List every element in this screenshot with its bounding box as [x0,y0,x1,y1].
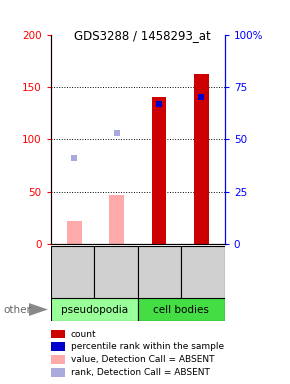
Text: percentile rank within the sample: percentile rank within the sample [71,342,224,351]
Text: count: count [71,329,96,339]
Bar [152,98,166,244]
Bar [51,368,65,377]
Bar [94,246,138,298]
Bar [51,342,65,351]
Bar [181,246,225,298]
Text: cell bodies: cell bodies [153,305,209,314]
Bar [51,246,94,298]
Text: GDS3288 / 1458293_at: GDS3288 / 1458293_at [74,29,211,42]
Bar [109,195,124,244]
Bar [194,74,209,244]
Bar [51,298,138,321]
Text: pseudopodia: pseudopodia [61,305,128,314]
Bar [51,329,65,338]
Text: other: other [3,305,31,314]
Text: value, Detection Call = ABSENT: value, Detection Call = ABSENT [71,355,214,364]
Bar [51,355,65,364]
Text: rank, Detection Call = ABSENT: rank, Detection Call = ABSENT [71,368,210,377]
Polygon shape [29,303,48,316]
Bar [138,298,225,321]
Bar [138,246,181,298]
Bar [67,221,81,244]
